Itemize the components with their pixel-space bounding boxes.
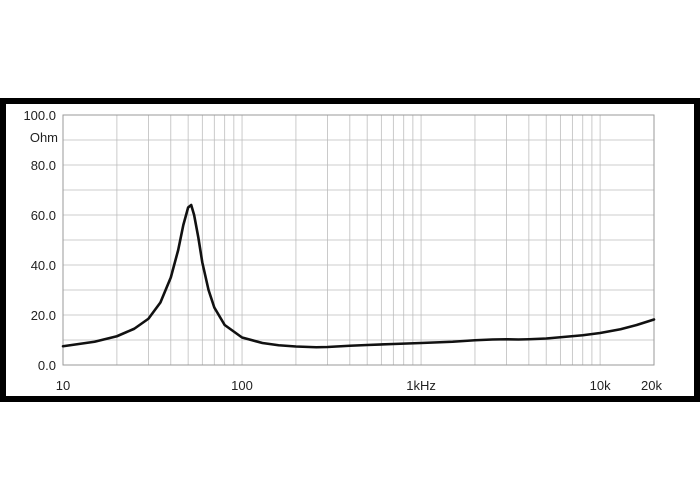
- plot-area-border: [62, 114, 655, 366]
- y-tick-label: 20.0: [31, 308, 56, 323]
- x-axis-ticks: 10 100 1kHz 10k 20k: [56, 378, 663, 393]
- series-line: [61, 203, 656, 349]
- y-tick-label: 60.0: [31, 208, 56, 223]
- impedance-chart: 0.0 20.0 40.0 60.0 80.0 100.0 10 100 1kHz 10k 20k…: [0, 98, 700, 402]
- x-tick-label: 1kHz: [406, 378, 436, 393]
- y-tick-label: 40.0: [31, 258, 56, 273]
- y-tick-label: 0.0: [38, 358, 56, 373]
- y-axis-unit-label: Ohm: [30, 130, 58, 145]
- series-group: [61, 203, 656, 349]
- x-tick-label: 10: [56, 378, 70, 393]
- y-axis-ticks: 0.0 20.0 40.0 60.0 80.0 100.0: [23, 108, 56, 373]
- y-tick-label: 100.0: [23, 108, 56, 123]
- x-tick-label: 100: [231, 378, 253, 393]
- y-tick-label: 80.0: [31, 158, 56, 173]
- x-tick-label: 20k: [641, 378, 662, 393]
- grid: [63, 115, 654, 365]
- x-tick-label: 10k: [590, 378, 611, 393]
